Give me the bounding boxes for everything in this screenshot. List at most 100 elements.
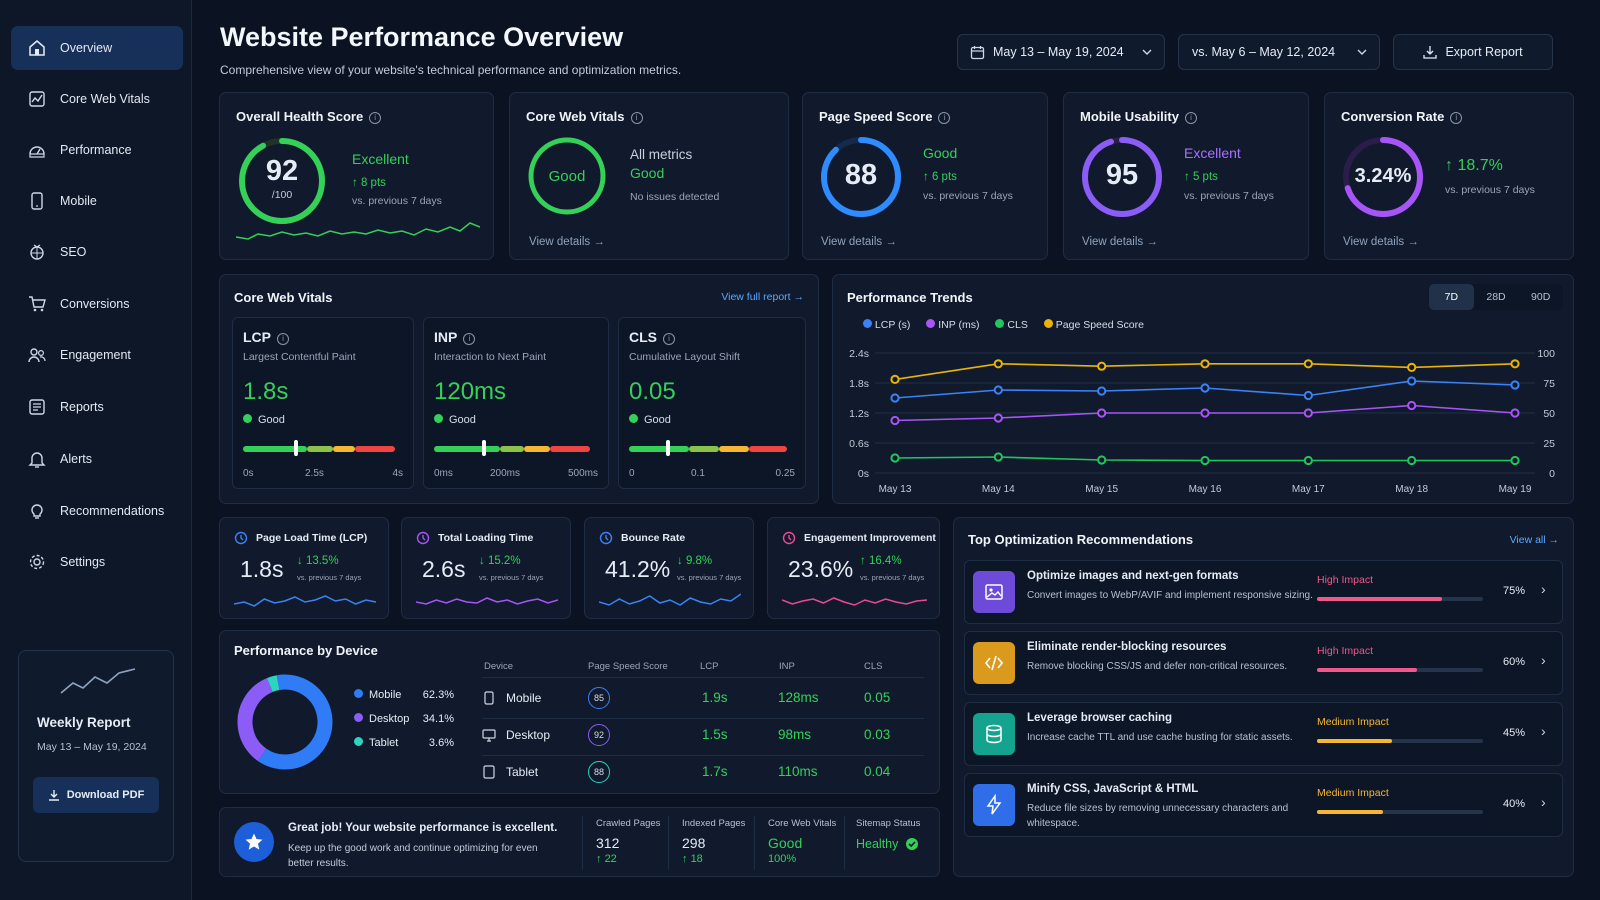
data-point[interactable]: [993, 385, 1003, 395]
y-left-tick: 1.8s: [849, 378, 869, 390]
col-device: Device: [484, 661, 514, 672]
performance-trends-panel: Performance Trends 7D 28D 90D LCP (s) IN…: [832, 274, 1574, 504]
sidebar-item-alerts[interactable]: Alerts: [11, 437, 183, 481]
impact-label: High Impact: [1317, 645, 1374, 657]
sidebar-item-recommendations[interactable]: Recommendations: [11, 489, 183, 533]
info-icon[interactable]: i: [1184, 112, 1197, 124]
conversion-rate-view-details-link[interactable]: View details →: [1343, 236, 1419, 248]
info-icon[interactable]: i: [369, 112, 382, 124]
tab-90d[interactable]: 90D: [1531, 291, 1551, 303]
chevron-right-icon[interactable]: ›: [1541, 652, 1546, 668]
data-point[interactable]: [1407, 455, 1417, 466]
chevron-right-icon[interactable]: ›: [1541, 723, 1546, 739]
data-point[interactable]: [993, 413, 1003, 423]
download-pdf-button[interactable]: Download PDF: [33, 777, 159, 813]
data-point[interactable]: [993, 359, 1003, 369]
x-tick: May 13: [879, 484, 912, 495]
info-icon[interactable]: i: [938, 112, 951, 124]
vital-value: 120ms: [434, 378, 507, 405]
cwv-view-details-link[interactable]: View details →: [529, 236, 605, 248]
data-point[interactable]: [993, 452, 1003, 462]
summary-banner: Great job! Your website performance is e…: [219, 807, 940, 877]
recommendation-item[interactable]: Eliminate render-blocking resources Remov…: [964, 631, 1563, 695]
sidebar-item-mobile[interactable]: Mobile: [11, 179, 183, 223]
scale-tick-min: 0ms: [434, 468, 453, 479]
data-point[interactable]: [1200, 359, 1210, 369]
sidebar-item-core-web-vitals[interactable]: Core Web Vitals: [11, 77, 183, 121]
data-point[interactable]: [1303, 390, 1313, 401]
chevron-right-icon[interactable]: ›: [1541, 581, 1546, 597]
data-point[interactable]: [1510, 380, 1520, 390]
data-point[interactable]: [890, 415, 900, 426]
data-point[interactable]: [1200, 383, 1210, 393]
sidebar-item-reports[interactable]: Reports: [11, 385, 183, 429]
data-point[interactable]: [890, 374, 900, 385]
cwv-ring-label: Good: [548, 168, 586, 185]
sidebar-item-settings[interactable]: Settings: [11, 540, 183, 584]
device-row[interactable]: Tablet 88 1.7s 110ms 0.04: [482, 761, 924, 791]
mini-metric-title: Bounce Rate: [599, 531, 685, 545]
data-point[interactable]: [1303, 408, 1313, 418]
page-speed-view-details-link[interactable]: View details →: [821, 236, 897, 248]
data-point[interactable]: [890, 453, 900, 463]
device-row[interactable]: Desktop 92 1.5s 98ms 0.03: [482, 724, 924, 756]
x-tick: May 18: [1395, 484, 1428, 495]
clock-icon: [234, 531, 248, 545]
device-row[interactable]: Mobile 85 1.9s 128ms 0.05: [482, 687, 924, 719]
export-report-button[interactable]: Export Report: [1393, 34, 1553, 70]
recommendation-item[interactable]: Leverage browser caching Increase cache T…: [964, 702, 1563, 766]
data-point[interactable]: [1097, 361, 1107, 371]
data-point[interactable]: [1407, 400, 1417, 411]
info-icon[interactable]: i: [277, 333, 289, 345]
data-point[interactable]: [1510, 455, 1520, 466]
data-point[interactable]: [1510, 359, 1520, 369]
chevron-right-icon[interactable]: ›: [1541, 794, 1546, 810]
sidebar-item-performance[interactable]: Performance: [11, 128, 183, 172]
sidebar-item-seo[interactable]: SEO: [11, 230, 183, 274]
mini-metric-delta: ↑ 16.4%: [860, 555, 902, 567]
legend-item: Page Speed Score: [1043, 319, 1144, 331]
compare-range-picker[interactable]: vs. May 6 – May 12, 2024: [1178, 34, 1380, 70]
data-point[interactable]: [890, 393, 900, 403]
data-point[interactable]: [1097, 408, 1107, 418]
info-icon[interactable]: i: [463, 333, 476, 345]
data-point[interactable]: [1097, 455, 1107, 465]
sidebar-item-overview[interactable]: Overview: [11, 26, 183, 70]
stat-sitemap: Sitemap Status Healthy: [856, 818, 920, 851]
chart-icon: [29, 91, 45, 107]
vital-status-label: Good: [644, 414, 671, 426]
donut-segment[interactable]: [237, 674, 333, 770]
info-icon[interactable]: i: [663, 333, 675, 345]
data-point[interactable]: [1303, 359, 1313, 369]
mini-metric-delta: ↓ 15.2%: [479, 555, 521, 567]
mobile-usability-view-details-link[interactable]: View details →: [1082, 236, 1158, 248]
sidebar-item-engagement[interactable]: Engagement: [11, 333, 183, 377]
tab-7d[interactable]: 7D: [1429, 284, 1474, 310]
info-icon[interactable]: i: [1450, 112, 1463, 124]
data-point[interactable]: [1407, 376, 1417, 386]
data-point[interactable]: [1407, 362, 1417, 373]
data-point[interactable]: [1510, 408, 1520, 418]
info-icon[interactable]: i: [630, 112, 643, 124]
data-point[interactable]: [1200, 455, 1210, 466]
seo-icon: [30, 244, 44, 260]
sidebar-item-label: Settings: [60, 555, 106, 569]
mini-metric-value: 2.6s: [422, 556, 466, 582]
tab-28d[interactable]: 28D: [1486, 291, 1506, 303]
data-point[interactable]: [1200, 408, 1210, 418]
recommendation-item[interactable]: Minify CSS, JavaScript & HTML Reduce file…: [964, 773, 1563, 837]
view-full-report-link[interactable]: View full report →: [721, 291, 804, 303]
date-range-picker[interactable]: May 13 – May 19, 2024: [957, 34, 1165, 70]
sidebar-item-conversions[interactable]: Conversions: [11, 282, 183, 326]
donut-segment[interactable]: [237, 674, 333, 770]
bolt-icon: [973, 784, 1015, 826]
sidebar-item-label: Core Web Vitals: [60, 92, 150, 106]
health-score-title: Overall Health Score: [236, 109, 364, 124]
device-cls: 0.04: [864, 764, 891, 779]
recommendation-item[interactable]: Optimize images and next-gen formats Conv…: [964, 560, 1563, 624]
mini-metric-sparkline: [599, 593, 741, 606]
data-point[interactable]: [1303, 455, 1313, 466]
view-all-link[interactable]: View all →: [1509, 534, 1559, 546]
data-point[interactable]: [1097, 386, 1107, 396]
stat-value-label: Healthy: [856, 837, 899, 851]
